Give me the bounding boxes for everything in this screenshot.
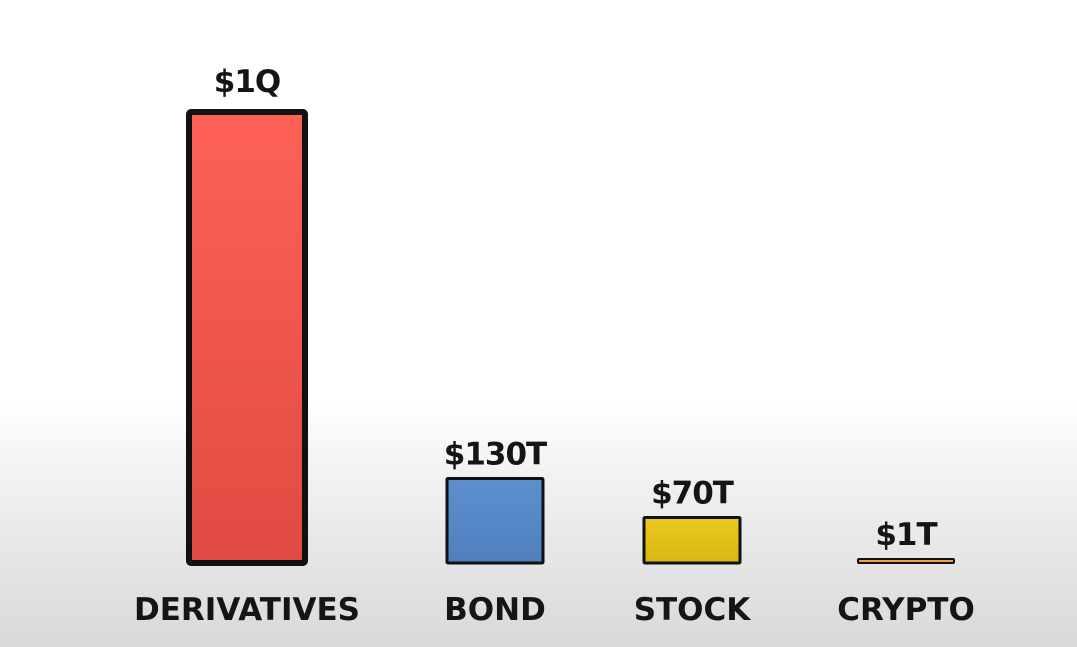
bar-crypto <box>857 558 955 564</box>
value-label-crypto: $1T <box>875 517 937 553</box>
value-label-derivatives: $1Q <box>214 64 281 100</box>
category-label-crypto: CRYPTO <box>837 592 975 628</box>
value-label-stock: $70T <box>651 476 734 512</box>
category-label-stock: STOCK <box>634 592 752 628</box>
category-label-derivatives: DERIVATIVES <box>134 592 360 628</box>
bar-group-crypto: $1T CRYPTO <box>837 517 975 628</box>
category-label-bond: BOND <box>444 592 546 628</box>
bar-bond <box>445 477 545 565</box>
bar-group-bond: $130T BOND <box>444 437 548 629</box>
bar-stock <box>642 516 742 565</box>
value-label-bond: $130T <box>444 437 547 473</box>
bar-group-stock: $70T STOCK <box>634 476 752 629</box>
bar-group-derivatives: $1Q DERIVATIVES <box>134 64 360 628</box>
bar-derivatives <box>186 109 308 566</box>
